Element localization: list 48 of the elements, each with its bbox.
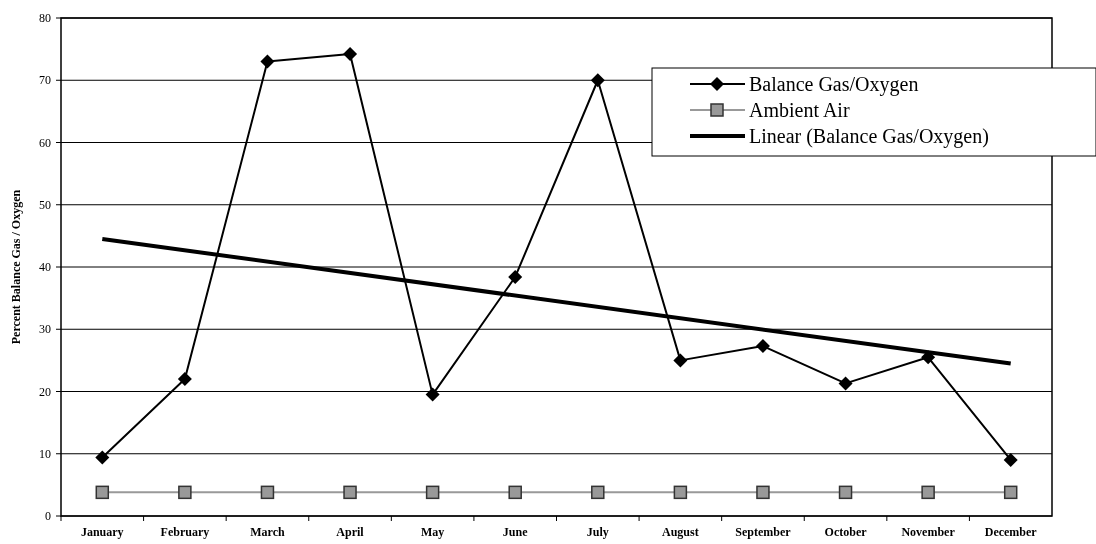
x-tick-label: August bbox=[662, 525, 699, 539]
point bbox=[95, 450, 110, 465]
y-tick-label: 60 bbox=[39, 135, 51, 150]
x-tick-label: September bbox=[735, 525, 792, 539]
point bbox=[756, 485, 770, 500]
point bbox=[838, 485, 853, 500]
point bbox=[177, 372, 192, 387]
point bbox=[260, 54, 275, 69]
y-tick-label: 70 bbox=[39, 73, 51, 88]
y-tick-label: 50 bbox=[39, 197, 51, 212]
point bbox=[590, 73, 605, 88]
point bbox=[343, 485, 357, 500]
x-tick-label: February bbox=[160, 525, 210, 539]
point bbox=[921, 485, 935, 500]
x-tick-label: June bbox=[502, 525, 529, 539]
legend-label: Balance Gas/Oxygen bbox=[749, 73, 919, 96]
legend-label: Linear (Balance Gas/Oxygen) bbox=[749, 125, 989, 148]
point bbox=[1003, 452, 1018, 467]
point bbox=[591, 485, 605, 500]
x-tick-label: January bbox=[80, 525, 124, 539]
y-tick-label: 10 bbox=[39, 446, 51, 461]
x-tick-label: December bbox=[984, 525, 1038, 539]
point bbox=[508, 269, 523, 284]
point bbox=[755, 339, 770, 354]
y-tick-label: 20 bbox=[39, 384, 51, 399]
point bbox=[673, 485, 688, 500]
y-tick-label: 40 bbox=[39, 260, 51, 275]
point bbox=[508, 485, 522, 500]
x-tick-label: May bbox=[420, 525, 445, 539]
x-tick-label: November bbox=[901, 525, 956, 539]
x-tick-label: October bbox=[824, 525, 868, 539]
y-axis-title: Percent Balance Gas / Oxygen bbox=[9, 189, 23, 345]
legend-label: Ambient Air bbox=[749, 99, 850, 121]
x-tick-label: July bbox=[586, 525, 609, 539]
point bbox=[178, 485, 192, 500]
point bbox=[425, 485, 440, 500]
y-tick-label: 80 bbox=[39, 11, 51, 26]
y-tick-label: 30 bbox=[39, 322, 51, 337]
x-tick-label: April bbox=[336, 525, 365, 539]
point bbox=[1003, 485, 1018, 500]
point bbox=[260, 485, 275, 500]
point bbox=[425, 387, 440, 402]
point bbox=[343, 47, 358, 62]
y-tick-label: 0 bbox=[45, 509, 51, 524]
x-tick-label: March bbox=[250, 525, 285, 539]
point bbox=[95, 485, 110, 500]
point bbox=[838, 376, 853, 391]
point bbox=[673, 353, 688, 368]
